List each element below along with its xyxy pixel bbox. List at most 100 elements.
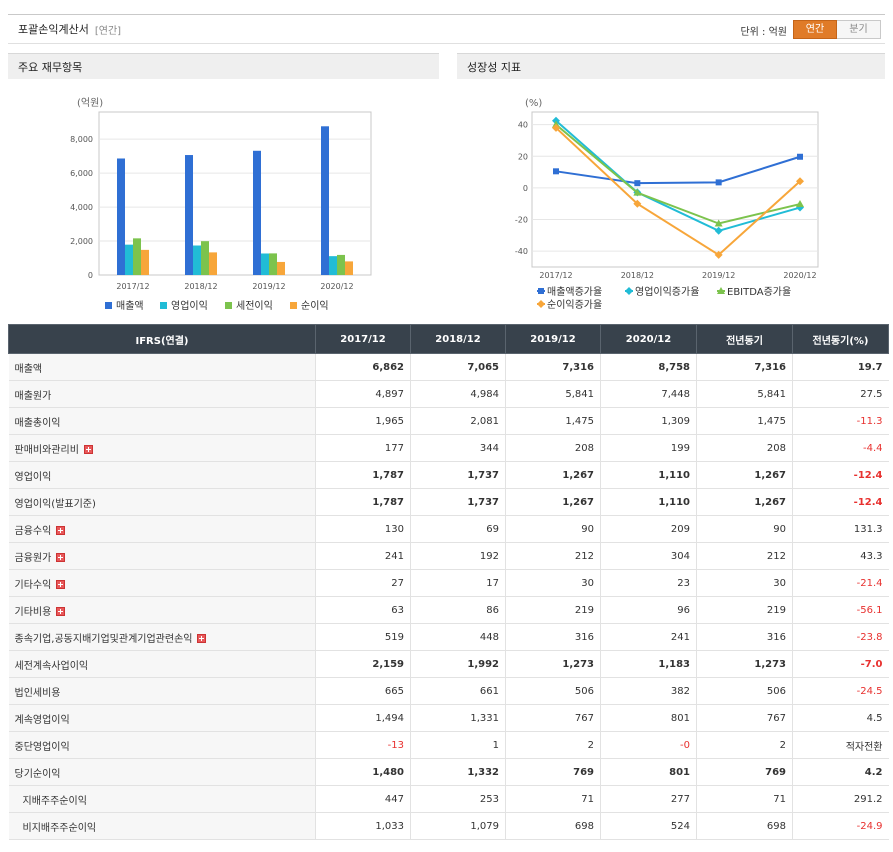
row-label: 금융수익 (8, 515, 316, 543)
x-tick-label: 2019/12 (702, 271, 735, 280)
expand-plus-icon[interactable] (197, 634, 207, 643)
x-tick-label: 2018/12 (184, 282, 217, 291)
toggle-annual-button[interactable]: 연간 (793, 20, 837, 39)
table-cell: 1,183 (600, 650, 697, 678)
series-line-3 (555, 123, 801, 225)
point-1 (634, 180, 641, 187)
point-4 (552, 123, 560, 132)
table-cell: 212 (505, 542, 601, 570)
table-row: 판매비와관리비 177 344 208 199 208 -4.4 (8, 434, 889, 462)
table-row: 영업이익(발표기준) 1,787 1,737 1,267 1,110 1,267 -12.4 (8, 488, 889, 516)
legend-marker (717, 287, 725, 294)
expand-plus-icon[interactable] (56, 553, 66, 562)
table-cell: 1,267 (696, 488, 793, 516)
x-tick-label: 2018/12 (621, 271, 654, 280)
table-cell: 71 (696, 785, 793, 813)
row-label-text: 매출원가 (14, 390, 52, 402)
row-label-text: 매출총이익 (14, 417, 61, 429)
table-cell: 30 (696, 569, 793, 597)
table-cell: 698 (505, 812, 601, 840)
table-cell: 2 (696, 731, 793, 759)
table-cell: 767 (505, 704, 601, 732)
table-row: 금융수익 130 69 90 209 90 131.3 (8, 515, 889, 543)
table-cell: 219 (505, 596, 601, 624)
table-cell: 769 (696, 758, 793, 786)
table-cell: 4.5 (792, 704, 889, 732)
point-3 (796, 200, 804, 208)
table-cell: 130 (315, 515, 411, 543)
table-cell: 4,897 (315, 380, 411, 408)
table-cell: 1,332 (410, 758, 506, 786)
table-cell: 1,475 (505, 407, 601, 435)
table-cell: 19.7 (792, 353, 889, 381)
row-label: 영업이익 (8, 461, 316, 489)
legend-label: 영업이익증가율 (635, 285, 699, 298)
expand-plus-icon[interactable] (56, 607, 66, 616)
expand-plus-icon[interactable] (56, 526, 66, 535)
income-statement-table: IFRS(연결) 2017/12 2018/12 2019/12 2020/12 전년동기… (8, 324, 889, 840)
row-label-text: 기타비용 (14, 606, 52, 618)
table-cell: -24.5 (792, 677, 889, 705)
y-tick-label: 40 (518, 121, 528, 130)
expand-plus-icon[interactable] (83, 445, 93, 454)
row-label: 계속영업이익 (8, 704, 316, 732)
column-header: 2020/12 (600, 324, 697, 354)
table-cell: 63 (315, 596, 411, 624)
legend-swatch (105, 302, 112, 309)
table-cell: -4.4 (792, 434, 889, 462)
table-cell: 71 (505, 785, 601, 813)
column-header: 2019/12 (505, 324, 601, 354)
table-cell: 43.3 (792, 542, 889, 570)
table-cell: -11.3 (792, 407, 889, 435)
y-tick-label: 8,000 (70, 135, 93, 144)
table-cell: 1 (410, 731, 506, 759)
legend-label: 세전이익 (236, 300, 273, 312)
table-cell: 86 (410, 596, 506, 624)
table-cell: 316 (505, 623, 601, 651)
table-cell: 7,448 (600, 380, 697, 408)
expand-plus-icon[interactable] (56, 580, 66, 589)
legend-label: 순이익증가율 (547, 299, 602, 311)
table-cell: -24.9 (792, 812, 889, 840)
bar-1 (321, 126, 329, 275)
y-tick-label: 0 (523, 184, 528, 193)
table-row: 계속영업이익 1,494 1,331 767 801 767 4.5 (8, 704, 889, 732)
toggle-quarter-button[interactable]: 분기 (837, 20, 881, 39)
period-toggle: 연간 분기 (793, 20, 881, 39)
statement-title: 포괄손익계산서 (18, 23, 89, 36)
row-label-text: 금융수익 (14, 525, 52, 537)
column-header: 전년동기 (696, 324, 793, 354)
row-label-text: 비지배주주순이익 (22, 822, 97, 834)
bar-1 (117, 158, 125, 275)
bar-2 (261, 253, 269, 275)
table-cell: 519 (315, 623, 411, 651)
legend-marker (538, 288, 544, 294)
row-label-text: 법인세비용 (14, 687, 61, 699)
table-cell: 316 (696, 623, 793, 651)
table-row: 기타수익 27 17 30 23 30 -21.4 (8, 569, 889, 597)
table-cell: 177 (315, 434, 411, 462)
table-cell: 1,787 (315, 461, 411, 489)
table-cell: 1,267 (505, 461, 601, 489)
point-4 (796, 177, 804, 186)
table-cell: 241 (315, 542, 411, 570)
table-cell: 30 (505, 569, 601, 597)
y-tick-label: 0 (88, 271, 93, 280)
table-cell: 199 (600, 434, 697, 462)
row-label: 중단영업이익 (8, 731, 316, 759)
table-cell: 96 (600, 596, 697, 624)
key-items-bar-chart: (억원) 0 2,000 4,000 6,000 8,000 2017/12 2018/12 2… (70, 97, 372, 312)
table-cell: -21.4 (792, 569, 889, 597)
bar-2 (125, 244, 133, 275)
table-cell: 506 (505, 677, 601, 705)
table-cell: 769 (505, 758, 601, 786)
unit-label: 단위 : 억원 (740, 27, 787, 38)
bar-4 (277, 261, 285, 275)
table-row: 비지배주주순이익 1,033 1,079 698 524 698 -24.9 (8, 812, 889, 840)
table-cell: 253 (410, 785, 506, 813)
row-label-text: 중단영업이익 (14, 741, 70, 753)
point-4 (633, 199, 642, 208)
point-1 (797, 153, 803, 160)
bar-1 (253, 150, 261, 275)
table-cell: 212 (696, 542, 793, 570)
